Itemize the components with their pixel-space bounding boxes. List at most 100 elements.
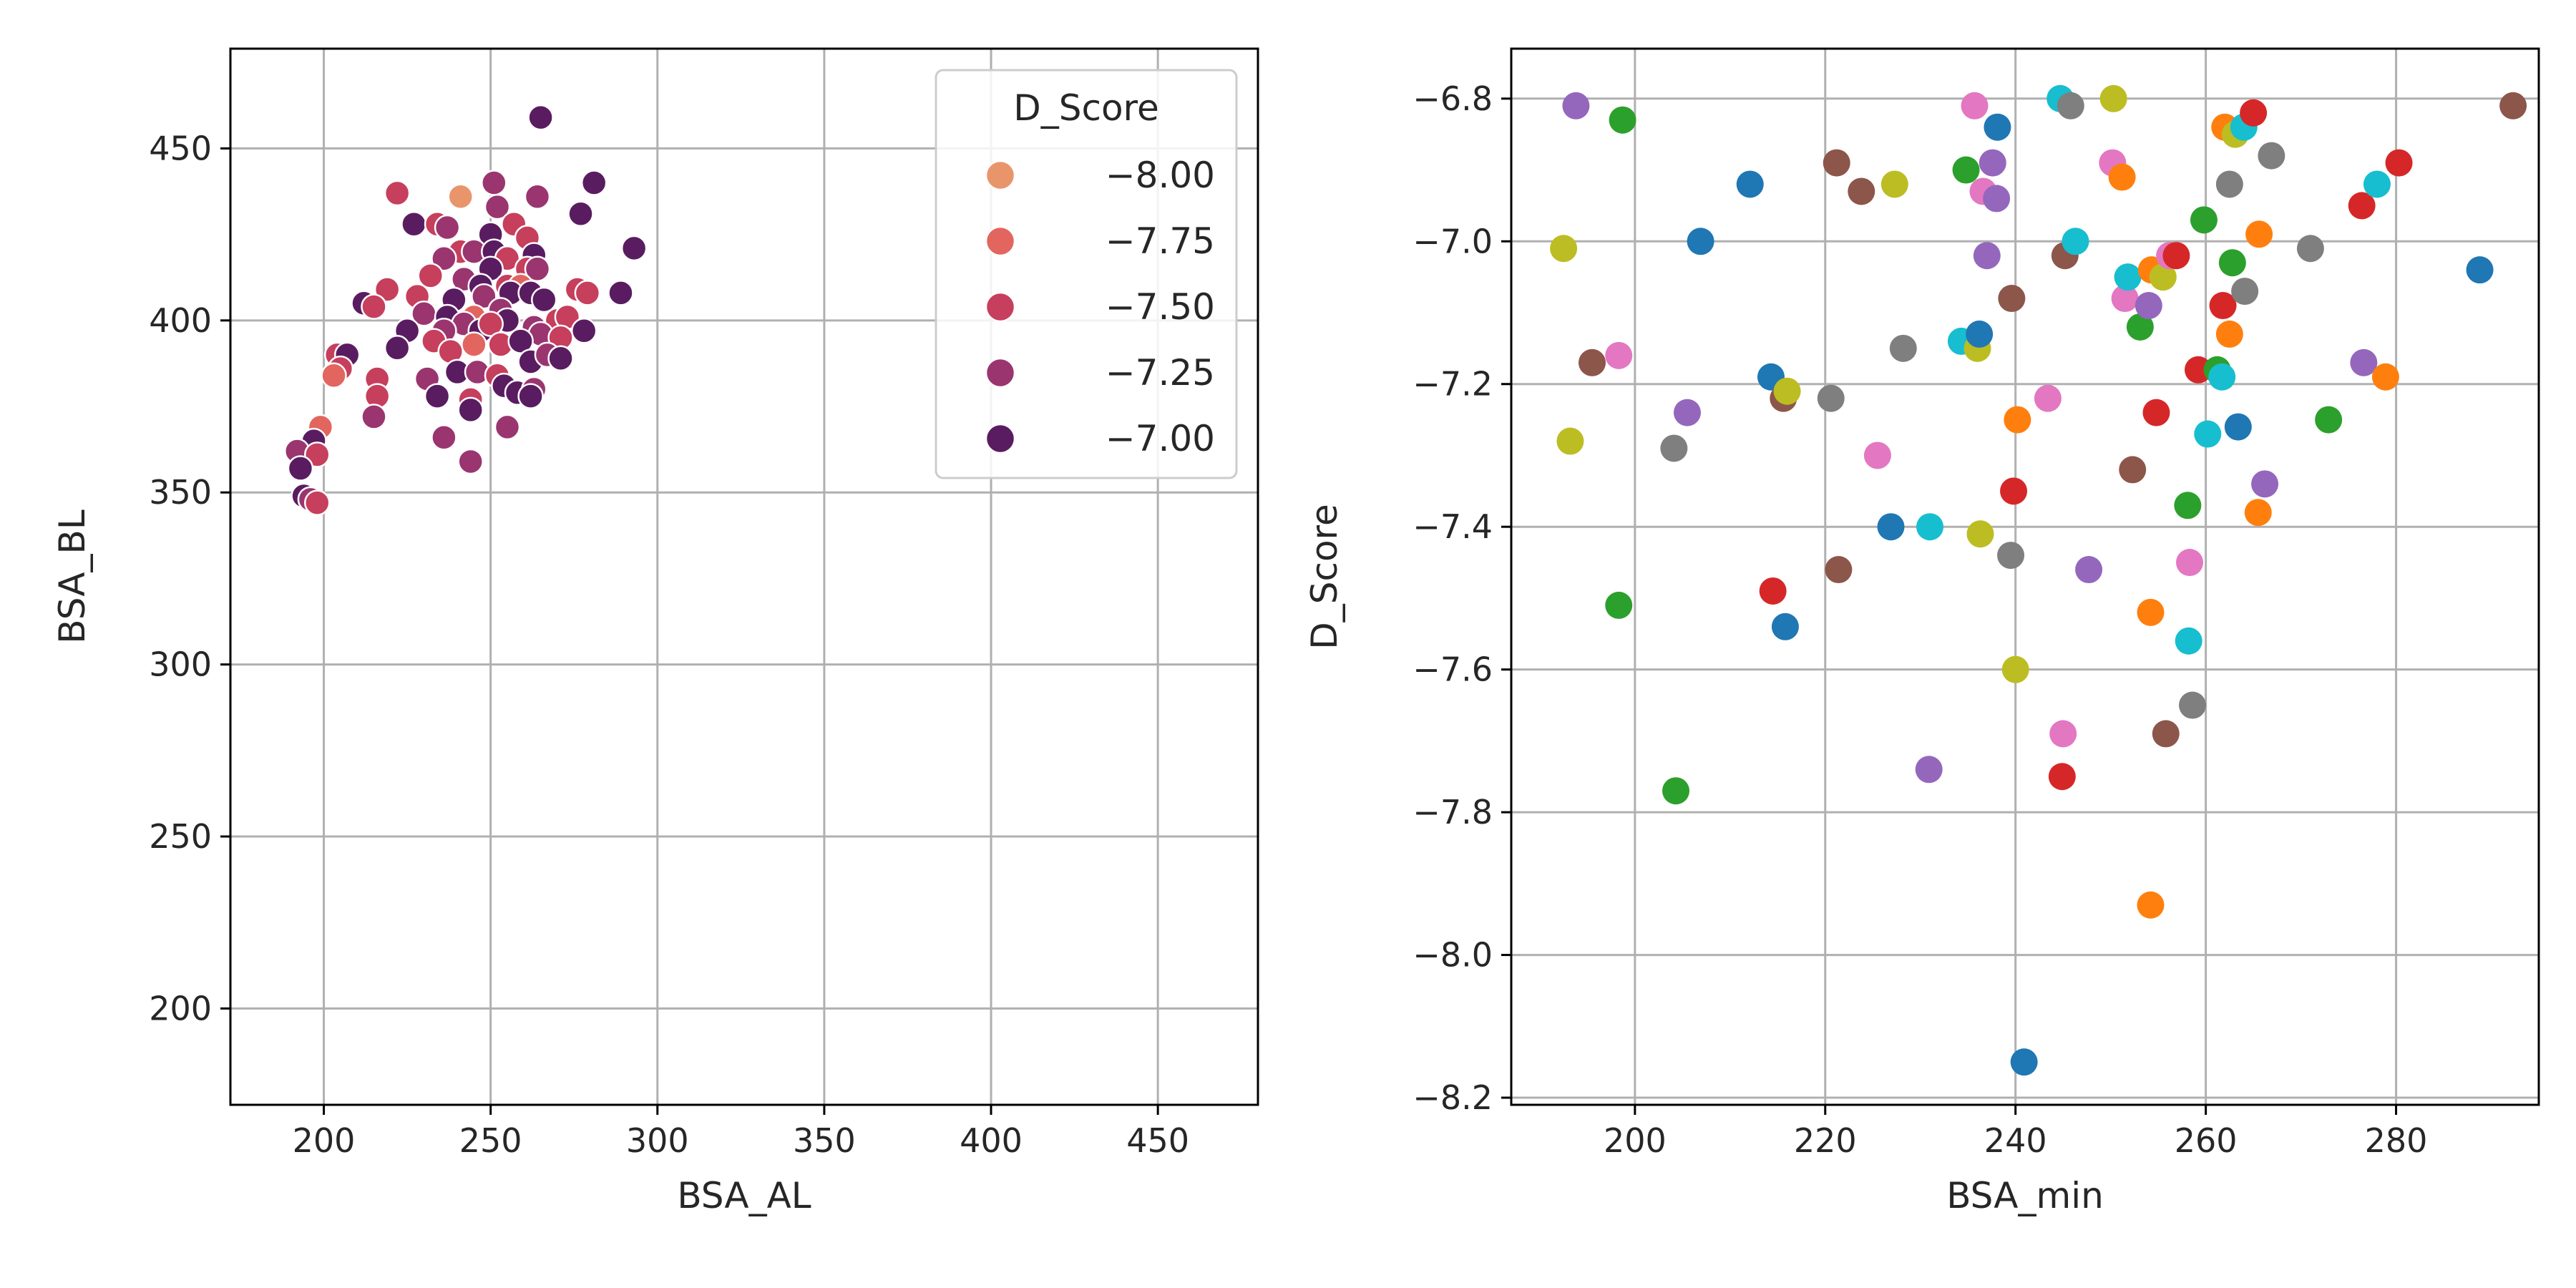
- right-scatter-point: [2001, 655, 2029, 683]
- right-x-tick-label: 220: [1794, 1121, 1857, 1160]
- right-x-tick-label: 260: [2175, 1121, 2238, 1160]
- right-scatter-point: [2176, 549, 2204, 577]
- left-scatter-point: [434, 214, 461, 241]
- left-scatter-point: [608, 280, 634, 306]
- right-scatter-point: [2108, 163, 2136, 191]
- legend-box: [935, 69, 1238, 479]
- right-scatter-point: [1550, 235, 1578, 263]
- left-scatter-point: [524, 255, 551, 282]
- left-scatter-point: [384, 335, 411, 361]
- right-scatter-point: [2049, 720, 2077, 748]
- right-x-tick-label: 280: [2365, 1121, 2428, 1160]
- left-y-tick-label: 300: [149, 645, 212, 684]
- left-scatter-point: [361, 293, 387, 320]
- right-scatter-point: [1880, 170, 1908, 198]
- legend-marker: [985, 160, 1016, 191]
- right-scatter-point: [1984, 113, 2011, 141]
- right-scatter-point: [2175, 627, 2202, 655]
- left-scatter-point: [477, 311, 504, 337]
- right-scatter-point: [2062, 228, 2089, 255]
- right-scatter-point: [2208, 363, 2236, 391]
- right-y-tick-label: −8.2: [1413, 1078, 1493, 1117]
- right-x-axis-label: BSA_min: [1946, 1175, 2104, 1216]
- left-scatter-point: [531, 286, 557, 313]
- right-scatter-point: [1848, 177, 1875, 205]
- right-scatter-point: [2296, 235, 2324, 263]
- left-scatter-point: [570, 317, 597, 344]
- left-scatter-point: [547, 345, 574, 371]
- left-y-tick-label: 400: [149, 301, 212, 340]
- left-scatter-point: [431, 245, 457, 272]
- right-y-axis-label: D_Score: [1304, 504, 1345, 650]
- right-scatter-point: [1773, 377, 1801, 405]
- right-scatter-point: [1825, 556, 1853, 584]
- legend-title: D_Score: [1013, 87, 1159, 129]
- right-scatter-point: [1863, 441, 1891, 469]
- left-y-tick-label: 350: [149, 473, 212, 512]
- right-scatter-point: [1952, 156, 1980, 184]
- right-y-tick-label: −7.6: [1413, 650, 1493, 689]
- right-x-tick-label: 240: [1984, 1121, 2047, 1160]
- left-scatter-point: [457, 396, 484, 424]
- right-scatter-point: [1605, 591, 1633, 619]
- left-scatter-point: [524, 183, 551, 210]
- right-scatter-point: [2010, 1048, 2038, 1076]
- right-scatter-point: [2315, 406, 2343, 434]
- right-scatter-point: [2194, 420, 2222, 448]
- legend-marker: [985, 357, 1016, 389]
- right-scatter-point: [2245, 220, 2273, 248]
- right-y-tick-label: −7.0: [1413, 222, 1493, 260]
- right-scatter-point: [1673, 399, 1701, 426]
- left-x-axis-label: BSA_AL: [677, 1175, 811, 1216]
- left-x-tick-label: 450: [1126, 1121, 1189, 1160]
- left-scatter-point: [527, 104, 554, 131]
- left-scatter-point: [303, 489, 331, 516]
- right-scatter-point: [2499, 92, 2527, 119]
- right-scatter-point: [1687, 228, 1714, 255]
- right-scatter-point: [2000, 477, 2028, 505]
- left-scatter-point: [431, 424, 457, 451]
- right-scatter-point: [2371, 363, 2399, 391]
- right-scatter-point: [2218, 249, 2246, 277]
- left-scatter-point: [321, 362, 347, 389]
- left-scatter-point: [447, 183, 474, 210]
- right-scatter-point: [2057, 92, 2084, 119]
- right-scatter-point: [1562, 92, 1590, 119]
- right-scatter-point: [1889, 334, 1917, 362]
- left-scatter-point: [471, 283, 497, 310]
- left-scatter-point: [494, 414, 521, 441]
- left-scatter-point: [461, 331, 487, 358]
- right-scatter-point: [2152, 720, 2180, 748]
- right-scatter-point: [2348, 192, 2376, 220]
- legend-marker: [985, 423, 1016, 454]
- left-scatter-point: [384, 180, 411, 207]
- right-scatter-point: [2034, 384, 2062, 412]
- legend-entry-label: −7.25: [1106, 352, 1215, 394]
- right-scatter-point: [2179, 691, 2207, 719]
- left-y-tick-label: 250: [149, 817, 212, 856]
- left-y-tick-label: 450: [149, 129, 212, 167]
- left-scatter-point: [303, 441, 331, 468]
- right-scatter-point: [1979, 149, 2006, 177]
- right-scatter-point: [1556, 427, 1584, 455]
- left-scatter-point: [401, 210, 427, 238]
- left-scatter-point: [507, 328, 534, 354]
- legend-marker: [985, 291, 1016, 323]
- right-scatter-point: [1966, 320, 1994, 348]
- legend-entry-label: −7.00: [1106, 418, 1215, 459]
- right-scatter-point: [2231, 278, 2259, 306]
- right-scatter-point: [1579, 348, 1606, 376]
- right-scatter-point: [2048, 763, 2076, 791]
- right-scatter-point: [2149, 263, 2177, 291]
- right-scatter-point: [2184, 356, 2212, 384]
- right-scatter-point: [1771, 613, 1799, 640]
- right-scatter-point: [2126, 313, 2154, 341]
- left-x-tick-label: 350: [793, 1121, 856, 1160]
- left-scatter-point: [481, 170, 507, 196]
- right-scatter-point: [2258, 142, 2285, 170]
- right-scatter-point: [2251, 470, 2279, 498]
- legend-entry-label: −7.75: [1106, 220, 1215, 262]
- left-x-tick-label: 250: [459, 1121, 522, 1160]
- right-scatter-point: [2111, 285, 2139, 313]
- left-scatter-point: [361, 404, 387, 430]
